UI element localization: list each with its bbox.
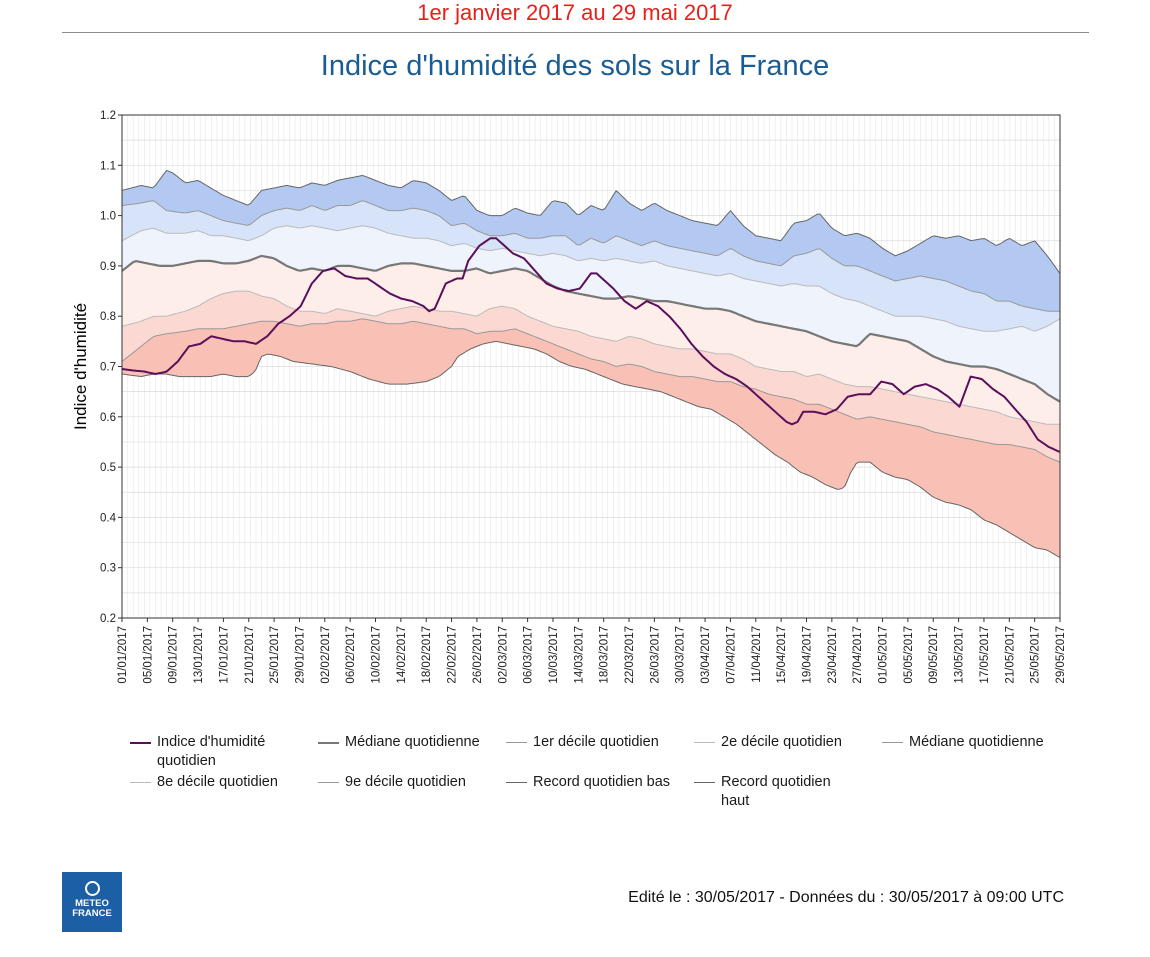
x-tick-label: 14/02/2017 (396, 626, 408, 684)
legend-label: Record quotidien haut (721, 774, 831, 809)
y-axis-label: Indice d'humidité (71, 303, 90, 430)
legend-item: Record quotidien haut (694, 773, 861, 811)
legend-swatch (694, 742, 715, 743)
x-tick-label: 18/03/2017 (599, 626, 611, 684)
x-tick-label: 05/05/2017 (903, 626, 915, 684)
x-tick-label: 02/03/2017 (497, 626, 509, 684)
x-tick-label: 09/05/2017 (928, 626, 940, 684)
x-tick-label: 02/02/2017 (320, 626, 332, 684)
legend-swatch (318, 742, 339, 744)
legend-swatch (318, 782, 339, 783)
x-tick-label: 01/01/2017 (117, 626, 129, 684)
y-tick-label: 1.2 (100, 110, 116, 122)
x-tick-label: 10/02/2017 (371, 626, 383, 684)
x-tick-label: 26/02/2017 (472, 626, 484, 684)
x-tick-label: 25/05/2017 (1030, 626, 1042, 684)
x-tick-label: 13/05/2017 (954, 626, 966, 684)
legend-label: Record quotidien bas (533, 774, 671, 790)
meteo-france-logo: METEO FRANCE (62, 872, 122, 932)
legend-swatch (506, 742, 527, 743)
y-tick-label: 0.9 (100, 261, 116, 273)
series-decile8 (121, 225, 1061, 332)
x-tick-label: 13/01/2017 (193, 626, 205, 684)
x-tick-label: 11/04/2017 (751, 626, 763, 683)
x-tick-label: 22/02/2017 (447, 626, 459, 684)
band-decile8-mediane (122, 225, 1060, 402)
y-tick-label: 1.0 (100, 211, 116, 223)
y-tick-label: 0.7 (100, 362, 116, 374)
legend-item: 9e décile quotidien (318, 773, 485, 792)
series-decile9 (121, 200, 1060, 312)
x-tick-label: 14/03/2017 (573, 626, 585, 684)
legend-label: 1er décile quotidien (533, 734, 659, 750)
x-tick-label: 19/04/2017 (801, 626, 813, 684)
y-tick-label: 0.2 (100, 613, 116, 625)
x-tick-label: 17/05/2017 (979, 626, 991, 684)
legend-item: Indice d'humidité quotidien (130, 733, 297, 771)
series-record_haut (121, 169, 1061, 274)
legend-swatch (882, 742, 903, 743)
x-tick-label: 10/03/2017 (548, 626, 560, 684)
y-tick-label: 0.4 (100, 512, 117, 524)
edit-info: Edité le : 30/05/2017 - Données du : 30/… (628, 889, 1064, 906)
header-divider (62, 32, 1089, 33)
series-mediane (121, 254, 1061, 403)
x-tick-label: 06/02/2017 (345, 626, 357, 684)
legend-item: Médiane quotidienne (882, 733, 1049, 752)
band-decile1-record_bas (122, 318, 1060, 558)
meteo-france-logo-icon (84, 881, 100, 896)
x-tick-label: 30/03/2017 (675, 626, 687, 684)
band-decile2-decile1 (122, 291, 1060, 463)
legend-swatch (130, 782, 151, 783)
logo-text-line2: FRANCE (72, 908, 112, 919)
band-decile9-decile8 (122, 200, 1060, 332)
x-tick-label: 21/05/2017 (1004, 626, 1016, 684)
series-indice (121, 237, 1061, 453)
x-tick-label: 29/05/2017 (1055, 626, 1067, 684)
legend-label: 2e décile quotidien (721, 734, 842, 750)
x-tick-label: 26/03/2017 (649, 626, 661, 684)
x-tick-label: 27/04/2017 (852, 626, 864, 684)
legend-label: 8e décile quotidien (157, 774, 278, 790)
legend-swatch (130, 742, 151, 744)
x-tick-label: 23/04/2017 (827, 626, 839, 684)
x-tick-label: 18/02/2017 (421, 626, 433, 684)
legend-label: Médiane quotidienne (345, 734, 480, 750)
legend-swatch (506, 782, 527, 783)
legend-swatch (694, 782, 715, 783)
soil-moisture-chart: 0.2 0.3 0.4 0.5 0.6 0.7 0.8 0.9 1.0 1.1 1.2 Indice … (71, 110, 1067, 684)
y-tick-label: 0.5 (100, 462, 116, 474)
x-tick-label: 06/03/2017 (523, 626, 535, 684)
y-tick-label: 0.8 (100, 311, 116, 323)
x-tick-label: 22/03/2017 (624, 626, 636, 684)
legend-label: Médiane quotidienne (909, 734, 1044, 750)
legend-item: 1er décile quotidien (506, 733, 673, 752)
y-tick-label: 0.6 (100, 412, 116, 424)
x-tick-label: 21/01/2017 (244, 626, 256, 684)
legend-item: 2e décile quotidien (694, 733, 861, 752)
y-tick-label: 0.3 (100, 563, 116, 575)
x-tick-label: 07/04/2017 (725, 626, 737, 684)
chart-title: Indice d'humidité des sols sur la France (320, 50, 830, 82)
x-tick-label: 15/04/2017 (776, 626, 788, 684)
x-tick-label: 05/01/2017 (142, 626, 154, 684)
logo-text-line1: METEO (75, 898, 109, 909)
legend-label: 9e décile quotidien (345, 774, 466, 790)
series-decile1 (121, 318, 1061, 463)
legend-label: Indice d'humidité quotidien (157, 734, 266, 769)
series-record_bas (121, 340, 1061, 559)
x-tick-label: 09/01/2017 (168, 626, 180, 684)
x-tick-label: 03/04/2017 (700, 626, 712, 684)
legend-item: 8e décile quotidien (130, 773, 297, 792)
x-tick-label: 17/01/2017 (218, 626, 230, 684)
legend-item: Record quotidien bas (506, 773, 673, 792)
x-tick-label: 29/01/2017 (294, 626, 306, 684)
period-subtitle: 1er janvier 2017 au 29 mai 2017 (417, 0, 733, 25)
y-tick-label: 1.1 (100, 160, 116, 172)
band-mediane-decile2 (122, 255, 1060, 425)
x-tick-label: 01/05/2017 (878, 626, 890, 684)
legend-item: Médiane quotidienne (318, 733, 485, 752)
x-tick-label: 25/01/2017 (269, 626, 281, 684)
